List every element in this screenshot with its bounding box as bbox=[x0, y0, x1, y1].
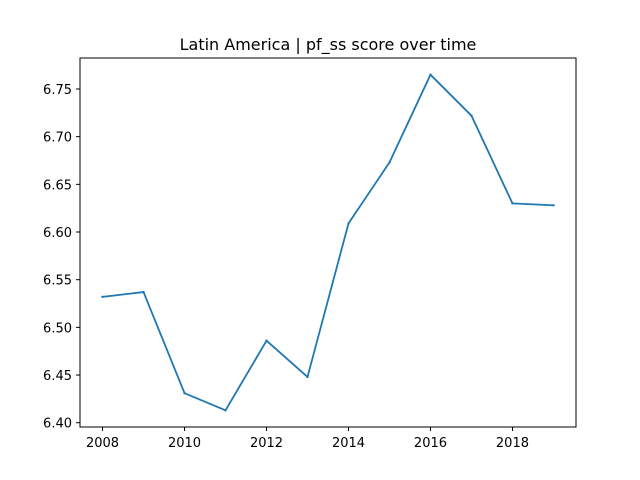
data-point bbox=[470, 114, 473, 117]
x-tick-label: 2010 bbox=[168, 436, 201, 451]
y-tick-label: 6.50 bbox=[43, 321, 72, 336]
data-point bbox=[265, 339, 268, 342]
x-axis: 2008 2010 2012 2014 2016 2018 bbox=[86, 427, 529, 451]
data-point bbox=[142, 290, 145, 294]
series-line bbox=[101, 73, 555, 412]
y-tick-label: 6.75 bbox=[43, 83, 72, 98]
y-tick-label: 6.55 bbox=[43, 274, 72, 289]
data-point bbox=[552, 204, 555, 207]
data-point bbox=[306, 375, 309, 379]
data-point bbox=[388, 161, 391, 164]
x-tick-label: 2018 bbox=[496, 436, 529, 451]
y-tick-label: 6.70 bbox=[43, 131, 72, 146]
data-point bbox=[511, 202, 514, 205]
y-tick-label: 6.65 bbox=[43, 178, 72, 193]
x-tick-label: 2012 bbox=[250, 436, 283, 451]
x-tick-label: 2014 bbox=[332, 436, 365, 451]
series-layer bbox=[101, 73, 555, 412]
data-point bbox=[101, 295, 104, 299]
y-tick-label: 6.60 bbox=[43, 226, 72, 241]
plot-frame bbox=[79, 57, 577, 428]
chart-title: Latin America | pf_ss score over time bbox=[180, 35, 477, 55]
data-point bbox=[429, 73, 432, 76]
y-tick-label: 6.45 bbox=[43, 369, 72, 384]
x-tick-label: 2008 bbox=[86, 436, 119, 451]
x-tick-label: 2016 bbox=[414, 436, 447, 451]
y-tick-label: 6.40 bbox=[43, 417, 72, 432]
data-point bbox=[347, 222, 350, 225]
y-axis: 6.40 6.45 6.50 6.55 6.60 6.65 6.70 6.75 bbox=[43, 83, 80, 432]
data-point bbox=[224, 409, 227, 412]
data-point bbox=[183, 391, 186, 395]
